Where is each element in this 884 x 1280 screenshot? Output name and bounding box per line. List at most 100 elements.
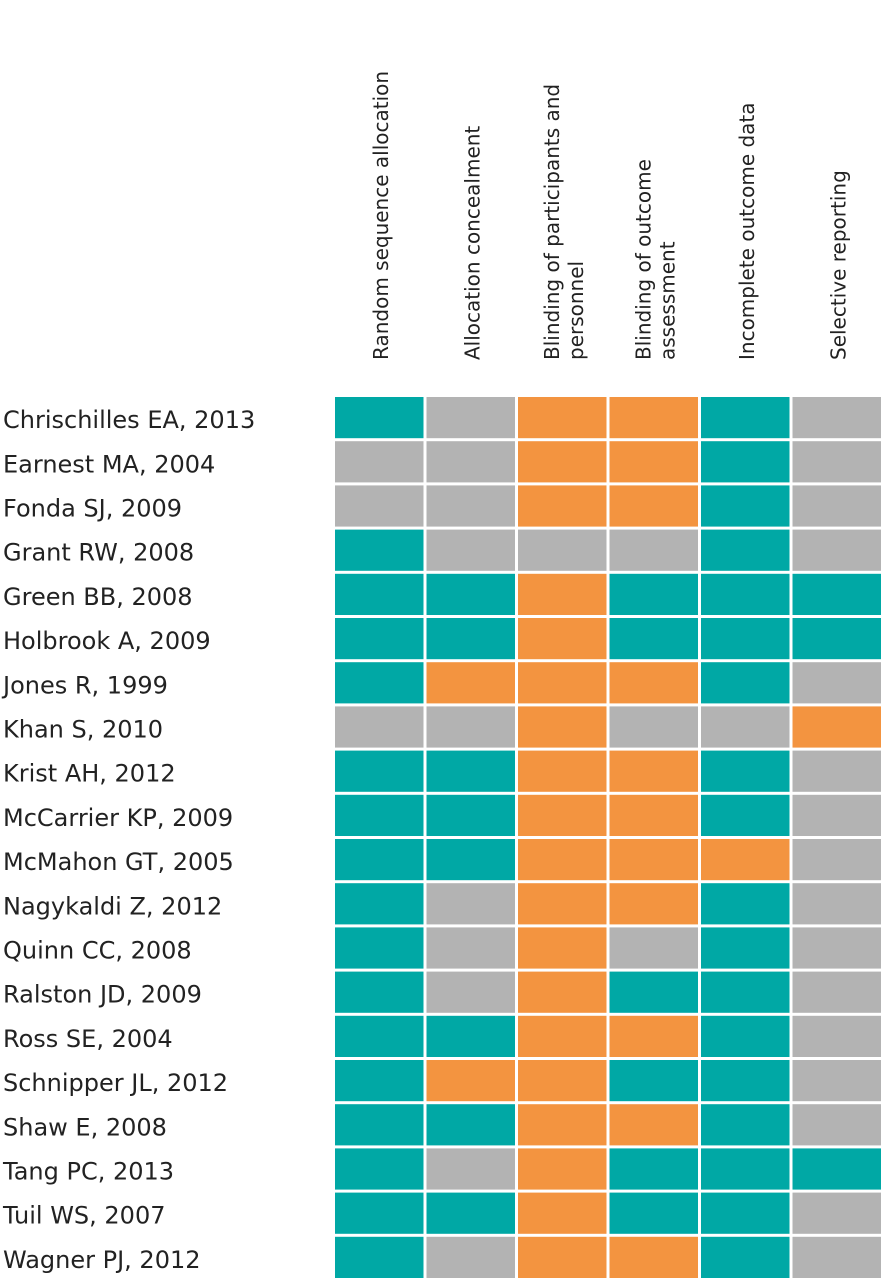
row-label: Jones R, 1999	[1, 671, 168, 699]
heatmap-cell-grey	[426, 971, 515, 1013]
heatmap-cell-grey	[609, 706, 698, 748]
heatmap-cell-teal	[701, 927, 790, 969]
row-label: Chrischilles EA, 2013	[3, 406, 255, 434]
heatmap-cell-teal	[335, 1015, 424, 1057]
heatmap-cell-grey	[426, 927, 515, 969]
row-label: Ralston JD, 2009	[3, 981, 202, 1009]
heatmap-cell-orange	[609, 397, 698, 439]
heatmap-cell-teal	[701, 1192, 790, 1234]
heatmap-cell-orange	[701, 839, 790, 881]
column-label: assessment	[655, 241, 679, 360]
heatmap-cell-teal	[701, 485, 790, 527]
heatmap-cell-orange	[518, 794, 607, 836]
heatmap-cell-orange	[609, 750, 698, 792]
column-label: Blinding of participants and	[540, 84, 564, 360]
heatmap-cell-grey	[792, 927, 881, 969]
heatmap-cell-orange	[518, 397, 607, 439]
column-label: Allocation concealment	[460, 126, 484, 360]
column-label: Blinding of outcome	[631, 159, 655, 360]
heatmap-cell-orange	[518, 1236, 607, 1278]
row-label: Holbrook A, 2009	[3, 627, 211, 655]
heatmap-cell-orange	[609, 1015, 698, 1057]
heatmap-cell-grey	[518, 529, 607, 571]
heatmap-cell-grey	[426, 529, 515, 571]
heatmap-cell-orange	[518, 883, 607, 925]
heatmap-cell-orange	[518, 662, 607, 704]
heatmap-cell-orange	[518, 618, 607, 660]
heatmap-cell-teal	[426, 573, 515, 615]
heatmap-cell-grey	[792, 750, 881, 792]
row-label: Schnipper JL, 2012	[3, 1069, 228, 1097]
row-label: Nagykaldi Z, 2012	[3, 892, 222, 920]
heatmap-cell-teal	[426, 839, 515, 881]
heatmap-cell-grey	[609, 529, 698, 571]
heatmap-cell-teal	[792, 573, 881, 615]
heatmap-cell-teal	[426, 618, 515, 660]
heatmap-cell-grey	[426, 883, 515, 925]
heatmap-cell-teal	[335, 529, 424, 571]
heatmap-cell-teal	[701, 971, 790, 1013]
heatmap-cell-teal	[426, 794, 515, 836]
heatmap-cell-grey	[792, 1236, 881, 1278]
column-labels: Random sequence allocation Allocation con…	[369, 71, 851, 360]
heatmap-cell-teal	[426, 1104, 515, 1146]
row-label: McCarrier KP, 2009	[3, 804, 233, 832]
column-label: personnel	[564, 261, 588, 360]
heatmap-cell-teal	[609, 573, 698, 615]
heatmap-cell-grey	[792, 1192, 881, 1234]
heatmap-cell-teal	[335, 794, 424, 836]
heatmap-cell-teal	[792, 618, 881, 660]
heatmap-cells	[335, 397, 881, 1278]
heatmap-cell-orange	[518, 706, 607, 748]
heatmap-cell-grey	[792, 1104, 881, 1146]
heatmap-cell-teal	[701, 1148, 790, 1190]
heatmap-cell-orange	[609, 1236, 698, 1278]
heatmap-cell-orange	[518, 485, 607, 527]
heatmap-cell-teal	[701, 573, 790, 615]
heatmap-cell-grey	[792, 839, 881, 881]
heatmap-cell-orange	[518, 573, 607, 615]
heatmap-cell-grey	[426, 485, 515, 527]
heatmap-cell-grey	[426, 706, 515, 748]
heatmap-cell-orange	[426, 1060, 515, 1102]
heatmap-cell-grey	[792, 529, 881, 571]
heatmap-cell-teal	[701, 883, 790, 925]
heatmap-cell-teal	[335, 1060, 424, 1102]
column-label: Selective reporting	[826, 170, 850, 360]
row-label: Earnest MA, 2004	[3, 450, 215, 478]
heatmap-cell-grey	[335, 706, 424, 748]
heatmap-cell-teal	[426, 1192, 515, 1234]
heatmap-cell-grey	[792, 971, 881, 1013]
heatmap-cell-teal	[426, 750, 515, 792]
row-label: Ross SE, 2004	[3, 1025, 173, 1053]
row-label: Fonda SJ, 2009	[3, 495, 182, 523]
heatmap-cell-teal	[609, 1148, 698, 1190]
heatmap-cell-orange	[609, 662, 698, 704]
heatmap-cell-teal	[335, 1148, 424, 1190]
heatmap-cell-grey	[792, 485, 881, 527]
heatmap-cell-grey	[426, 1236, 515, 1278]
row-label: Tuil WS, 2007	[2, 1202, 166, 1230]
row-label: Krist AH, 2012	[3, 760, 176, 788]
heatmap-cell-grey	[335, 441, 424, 483]
row-label: Khan S, 2010	[3, 716, 163, 744]
row-label: Tang PC, 2013	[2, 1158, 174, 1186]
heatmap-cell-grey	[792, 794, 881, 836]
heatmap-cell-grey	[609, 927, 698, 969]
heatmap-cell-orange	[518, 1104, 607, 1146]
heatmap-cell-grey	[335, 485, 424, 527]
heatmap-cell-teal	[335, 839, 424, 881]
heatmap-cell-teal	[335, 971, 424, 1013]
heatmap-cell-grey	[701, 706, 790, 748]
heatmap-cell-teal	[701, 1015, 790, 1057]
heatmap-cell-teal	[701, 618, 790, 660]
heatmap-cell-teal	[335, 662, 424, 704]
row-label: Green BB, 2008	[3, 583, 193, 611]
heatmap-cell-orange	[609, 1104, 698, 1146]
heatmap-cell-teal	[701, 441, 790, 483]
heatmap-cell-grey	[426, 441, 515, 483]
row-label: Shaw E, 2008	[3, 1113, 167, 1141]
heatmap-cell-grey	[792, 397, 881, 439]
row-label: Quinn CC, 2008	[3, 937, 192, 965]
